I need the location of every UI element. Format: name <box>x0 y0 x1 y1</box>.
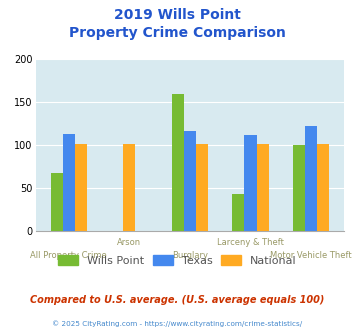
Legend: Wills Point, Texas, National: Wills Point, Texas, National <box>54 250 301 270</box>
Bar <box>63 134 75 231</box>
Bar <box>184 131 196 231</box>
Text: Larceny & Theft: Larceny & Theft <box>217 238 284 247</box>
Text: Arson: Arson <box>117 238 141 247</box>
Text: Compared to U.S. average. (U.S. average equals 100): Compared to U.S. average. (U.S. average … <box>30 295 325 305</box>
Bar <box>232 194 245 231</box>
Bar <box>305 126 317 231</box>
Bar <box>257 144 269 231</box>
Bar <box>317 144 329 231</box>
Text: Property Crime Comparison: Property Crime Comparison <box>69 26 286 40</box>
Text: © 2025 CityRating.com - https://www.cityrating.com/crime-statistics/: © 2025 CityRating.com - https://www.city… <box>53 320 302 327</box>
Bar <box>75 144 87 231</box>
Text: Motor Vehicle Theft: Motor Vehicle Theft <box>270 251 352 260</box>
Bar <box>245 135 257 231</box>
Text: Burglary: Burglary <box>172 251 208 260</box>
Bar <box>123 144 135 231</box>
Bar <box>196 144 208 231</box>
Bar <box>293 145 305 231</box>
Bar <box>51 173 63 231</box>
Bar <box>172 94 184 231</box>
Text: All Property Crime: All Property Crime <box>31 251 107 260</box>
Text: 2019 Wills Point: 2019 Wills Point <box>114 8 241 22</box>
